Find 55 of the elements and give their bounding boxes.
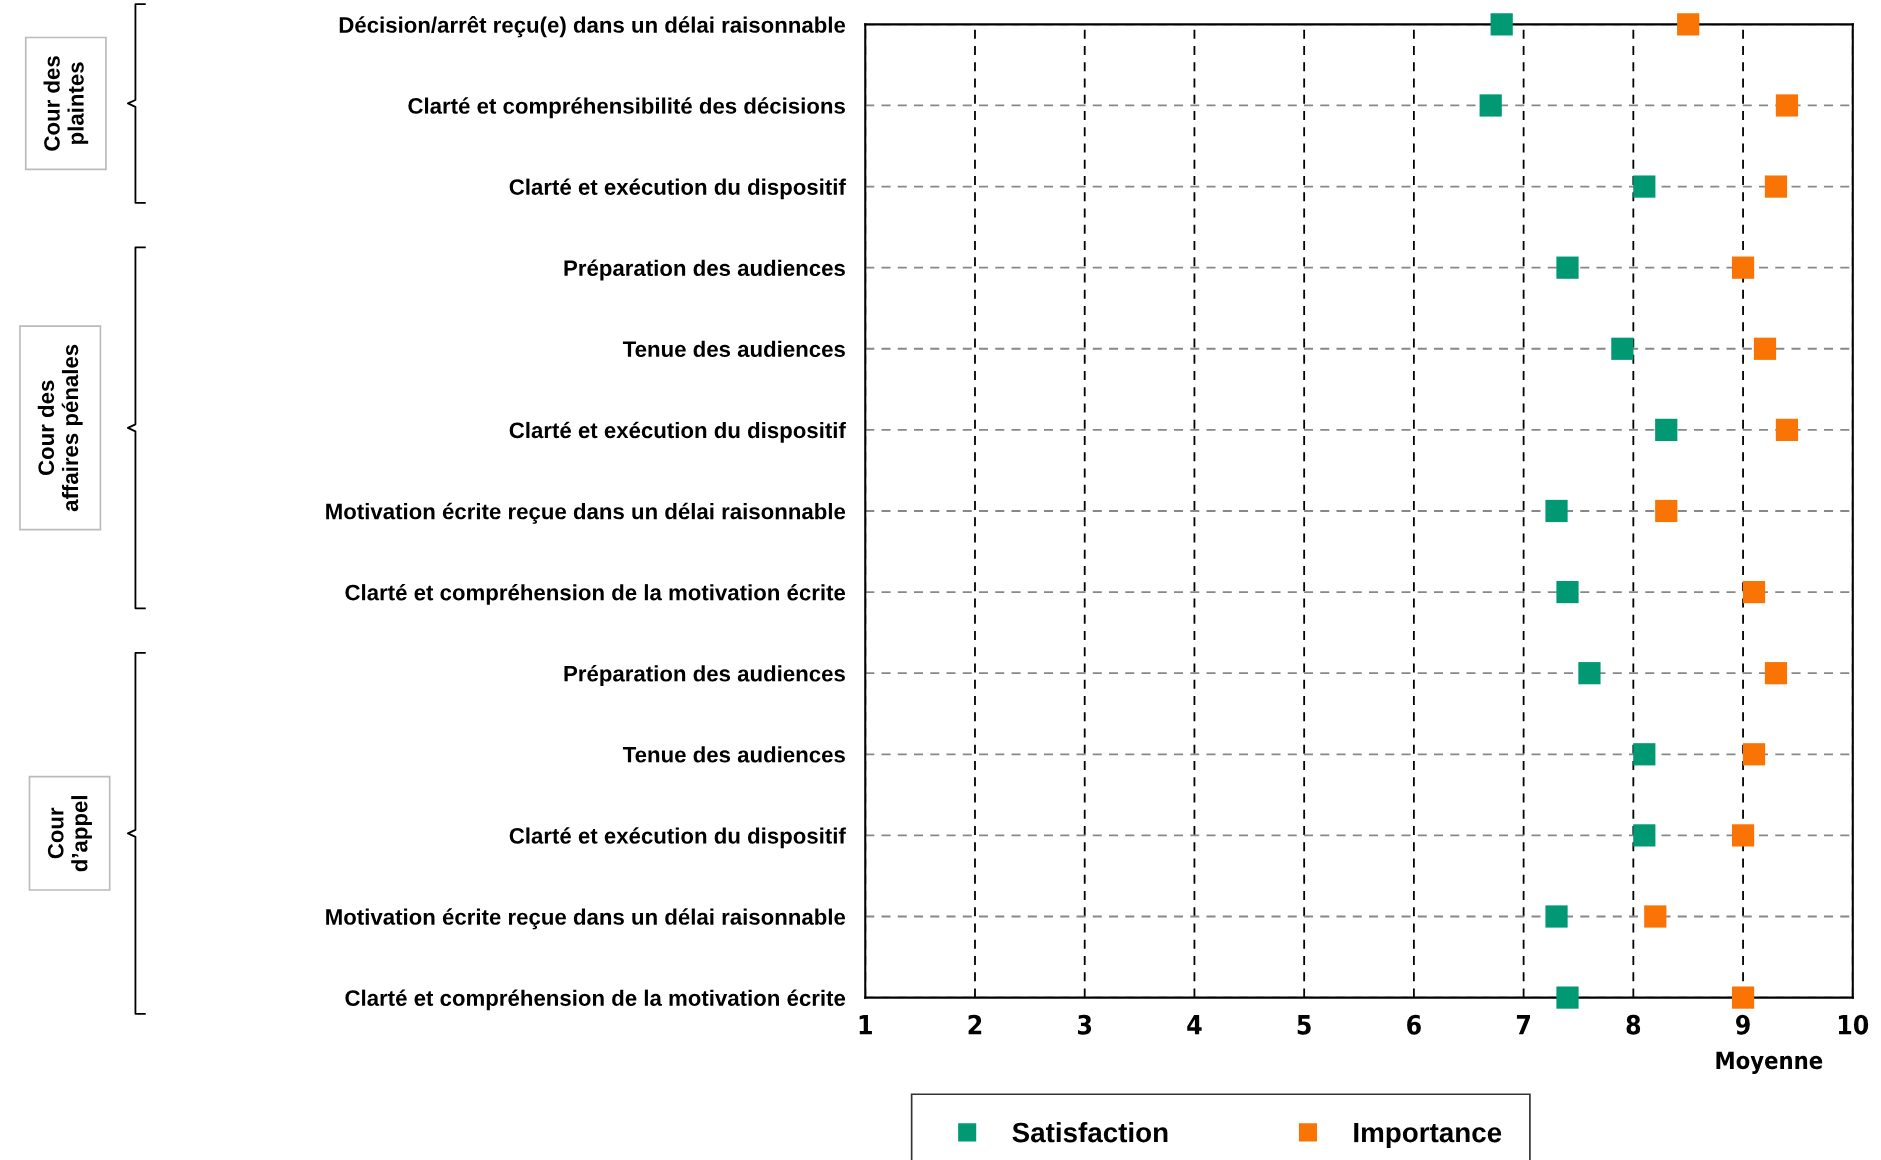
point xyxy=(1578,662,1601,685)
x-tick-label: 1 xyxy=(859,1015,872,1035)
y-tick-label: Clarté et exécution du dispositif xyxy=(509,827,846,849)
point xyxy=(1479,94,1502,117)
point xyxy=(1633,175,1656,198)
point xyxy=(1731,824,1755,847)
y-tick-label: Clarté et exécution du dispositif xyxy=(509,178,846,200)
y-tick-label: Motivation écrite reçue dans un délai raisonnable xyxy=(326,908,846,930)
legend-label: Importance xyxy=(1354,1123,1502,1148)
x-tick-label: 9 xyxy=(1736,1014,1750,1035)
point xyxy=(1655,418,1678,441)
point xyxy=(1644,905,1667,928)
y-tick-label: Tenue des audiences xyxy=(622,340,845,358)
x-tick-label: 7 xyxy=(1516,1015,1530,1035)
point xyxy=(1764,662,1788,685)
point xyxy=(1677,13,1700,36)
point xyxy=(1775,94,1799,117)
x-tick-label: 2 xyxy=(968,1014,982,1035)
point xyxy=(1753,337,1777,360)
x-axis-title: Moyenne xyxy=(1716,1051,1823,1074)
y-tick-label: Clarté et compréhension de la motivation écrite xyxy=(345,989,846,1011)
y-tick-label: Décision/arrêt reçu(e) dans un délai raisonnable xyxy=(339,16,846,38)
x-tick-label: 4 xyxy=(1187,1015,1202,1035)
y-tick-label: Clarté et compréhensibilité des décisions xyxy=(408,97,845,119)
point xyxy=(1490,13,1513,36)
x-tick-label: 3 xyxy=(1078,1014,1092,1035)
point xyxy=(1731,256,1755,279)
point xyxy=(1742,580,1766,604)
point xyxy=(1731,986,1755,1009)
point xyxy=(1633,743,1656,766)
y-tick-label: Préparation des audiences xyxy=(564,665,845,686)
point xyxy=(1545,905,1568,928)
x-tick-label: 6 xyxy=(1407,1014,1421,1035)
text: Cour des plaintes xyxy=(43,56,89,151)
point xyxy=(1655,499,1678,523)
point xyxy=(1556,256,1579,279)
x-tick-label: 5 xyxy=(1297,1015,1311,1035)
point xyxy=(1556,986,1579,1009)
y-tick-label: Clarté et exécution du dispositif xyxy=(509,421,846,443)
point xyxy=(1556,580,1579,604)
point xyxy=(1742,743,1766,766)
point xyxy=(1633,824,1656,847)
y-tick-label: Tenue des audiences xyxy=(622,746,845,763)
point xyxy=(1775,418,1799,441)
legend-label: Satisfaction xyxy=(1012,1121,1168,1143)
x-tick-label: 10 xyxy=(1838,1014,1869,1035)
text: Cour d’appel xyxy=(47,796,92,872)
point xyxy=(1611,337,1634,360)
y-tick-label: Motivation écrite reçue dans un délai raisonnable xyxy=(326,502,846,524)
text: Cour des affaires pénales xyxy=(37,344,83,512)
x-tick-label: 8 xyxy=(1626,1014,1641,1035)
point xyxy=(1764,175,1788,198)
y-tick-label: Clarté et compréhension de la motivation écrite xyxy=(345,583,846,605)
point xyxy=(1545,499,1568,523)
y-tick-label: Préparation des audiences xyxy=(564,259,845,281)
